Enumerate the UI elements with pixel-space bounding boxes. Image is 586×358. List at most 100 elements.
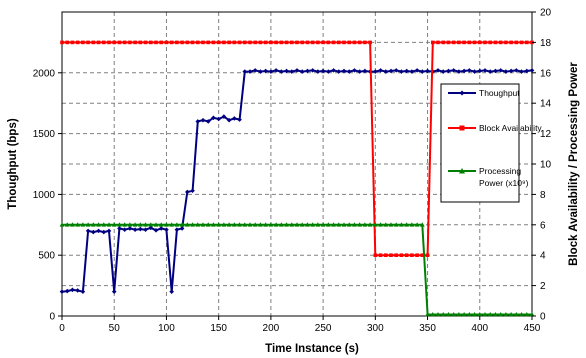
- data-point-block-availability: [253, 40, 258, 45]
- data-point-processing-power-x10: [440, 311, 446, 317]
- data-point-block-availability: [477, 40, 482, 45]
- data-point-thoughput: [399, 69, 404, 74]
- data-point-block-availability: [457, 40, 461, 45]
- y-right-tick-label: 2: [540, 281, 546, 292]
- data-point-block-availability: [279, 40, 284, 45]
- data-point-block-availability: [519, 40, 524, 45]
- data-point-thoughput: [456, 69, 462, 74]
- data-point-thoughput: [80, 289, 86, 294]
- y-right-tick-label: 18: [540, 38, 552, 49]
- data-point-block-availability: [237, 40, 242, 45]
- data-point-thoughput: [435, 68, 441, 73]
- data-point-processing-power-x10: [132, 222, 138, 227]
- data-point-thoughput: [164, 227, 169, 232]
- data-point-thoughput: [284, 68, 289, 74]
- data-point-block-availability: [122, 40, 127, 45]
- data-point-processing-power-x10: [435, 311, 441, 317]
- data-point-processing-power-x10: [310, 222, 316, 227]
- data-point-block-availability: [65, 40, 70, 45]
- legend-box: [440, 83, 520, 203]
- data-point-thoughput: [158, 226, 164, 231]
- data-point-thoughput: [446, 68, 451, 74]
- data-point-processing-power-x10: [320, 222, 326, 227]
- data-point-block-availability: [498, 40, 503, 45]
- data-point-processing-power-x10: [96, 222, 101, 227]
- y-left-tick-label: 1000: [33, 190, 56, 201]
- y-right-tick-label: 20: [540, 8, 552, 19]
- legend-label-processing-power-line2: Power (x10⁹): [479, 178, 529, 188]
- data-point-thoughput: [85, 228, 91, 234]
- data-point-block-availability: [488, 40, 493, 45]
- data-point-thoughput: [420, 69, 425, 74]
- data-point-processing-power-x10: [117, 222, 122, 227]
- data-point-processing-power-x10: [111, 222, 117, 227]
- data-point-processing-power-x10: [305, 222, 310, 227]
- data-point-block-availability: [326, 40, 331, 45]
- data-point-block-availability: [75, 40, 80, 45]
- data-point-processing-power-x10: [169, 222, 175, 227]
- data-point-block-availability: [185, 40, 190, 45]
- data-point-block-availability: [472, 40, 477, 45]
- x-tick-label: 100: [158, 323, 175, 334]
- data-point-thoughput: [273, 68, 279, 73]
- data-point-block-availability: [263, 40, 268, 45]
- data-point-thoughput: [205, 119, 211, 124]
- data-point-processing-power-x10: [85, 222, 91, 227]
- data-point-block-availability: [410, 253, 414, 257]
- data-point-block-availability: [321, 40, 325, 45]
- data-point-thoughput: [331, 68, 336, 73]
- data-point-thoughput: [153, 227, 159, 233]
- data-point-processing-power-x10: [106, 222, 112, 227]
- data-point-thoughput: [96, 228, 101, 234]
- data-point-thoughput: [91, 229, 96, 235]
- data-point-block-availability: [289, 40, 294, 45]
- data-point-thoughput: [190, 188, 195, 194]
- data-point-processing-power-x10: [456, 311, 462, 317]
- data-point-thoughput: [294, 68, 300, 73]
- data-point-thoughput: [299, 69, 305, 74]
- data-point-processing-power-x10: [158, 222, 164, 227]
- data-point-block-availability: [363, 40, 367, 45]
- data-point-block-availability: [211, 40, 216, 45]
- data-point-block-availability: [404, 253, 409, 257]
- x-tick-label: 300: [367, 323, 384, 334]
- data-point-block-availability: [91, 40, 96, 45]
- data-point-block-availability: [331, 40, 336, 45]
- legend-item-throughput: Thoughput: [448, 88, 520, 98]
- data-point-block-availability: [357, 40, 362, 45]
- data-point-block-availability: [148, 40, 153, 45]
- legend-item-block-availability: Block Availability: [448, 123, 542, 133]
- data-point-block-availability: [446, 40, 451, 45]
- data-point-block-availability: [368, 40, 372, 45]
- data-point-block-availability: [284, 40, 289, 45]
- data-point-thoughput: [59, 289, 65, 294]
- data-point-thoughput: [200, 117, 206, 123]
- data-point-block-availability: [425, 253, 430, 257]
- data-point-thoughput: [320, 68, 326, 74]
- data-point-block-availability: [195, 40, 200, 45]
- x-tick-label: 450: [524, 323, 541, 334]
- data-point-processing-power-x10: [508, 311, 514, 317]
- data-point-block-availability: [227, 40, 231, 45]
- data-point-thoughput: [111, 289, 117, 294]
- data-point-block-availability: [101, 40, 106, 45]
- data-point-thoughput: [373, 69, 378, 74]
- data-point-block-availability: [216, 40, 221, 45]
- data-point-thoughput: [174, 227, 180, 232]
- data-point-processing-power-x10: [90, 222, 96, 227]
- data-point-processing-power-x10: [399, 222, 404, 227]
- data-point-thoughput: [106, 228, 112, 234]
- data-point-block-availability: [180, 40, 184, 45]
- data-point-block-availability: [133, 40, 137, 45]
- data-point-block-availability: [274, 40, 278, 45]
- data-point-thoughput: [514, 68, 519, 73]
- data-point-thoughput: [508, 68, 514, 74]
- data-point-block-availability: [451, 40, 456, 45]
- data-point-block-availability: [415, 253, 419, 257]
- data-point-thoughput: [493, 68, 498, 74]
- data-point-processing-power-x10: [184, 222, 190, 227]
- y-left-tick-label: 0: [49, 312, 55, 323]
- data-point-thoughput: [451, 68, 456, 73]
- data-point-processing-power-x10: [325, 222, 331, 227]
